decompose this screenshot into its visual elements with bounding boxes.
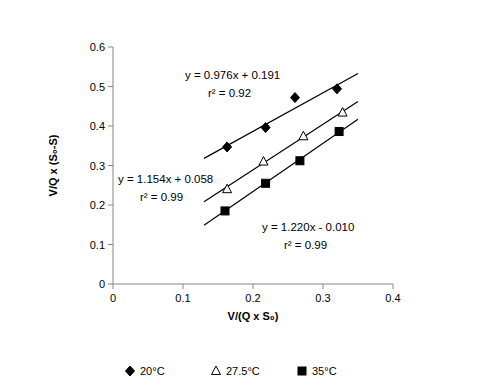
y-tick-label: 0.2 <box>90 199 105 211</box>
point <box>261 123 270 133</box>
point <box>223 142 232 152</box>
point <box>296 157 304 165</box>
point <box>223 184 232 193</box>
y-tick <box>108 244 113 245</box>
y-tick-label: 0.1 <box>90 239 105 251</box>
y-tick <box>108 86 113 87</box>
y-tick <box>108 126 113 127</box>
annotation: y = 1.220x - 0.010 <box>262 221 354 233</box>
trend-line <box>204 119 358 225</box>
x-tick <box>113 284 114 289</box>
point <box>299 131 308 140</box>
annotation: r² = 0.92 <box>208 87 251 99</box>
point <box>338 108 347 117</box>
legend-label: 20°C <box>140 365 165 377</box>
legend-marker <box>212 366 221 375</box>
annotation: r² = 0.99 <box>140 191 183 203</box>
point <box>221 207 229 215</box>
x-tick-label: 0.2 <box>245 292 260 304</box>
x-axis-title: V/(Q x S₀) <box>228 310 279 322</box>
point <box>259 157 268 166</box>
x-tick-label: 0 <box>110 292 116 304</box>
x-tick <box>183 284 184 289</box>
x-tick-label: 0.3 <box>315 292 330 304</box>
y-tick <box>108 205 113 206</box>
point <box>262 179 270 187</box>
annotation: y = 0.976x + 0.191 <box>185 69 280 81</box>
plot-area <box>204 73 358 225</box>
x-tick <box>253 284 254 289</box>
y-tick-label: 0.5 <box>90 81 105 93</box>
y-tick <box>108 47 113 48</box>
x-tick <box>393 284 394 289</box>
y-tick <box>108 165 113 166</box>
y-tick-label: 0.6 <box>90 41 105 53</box>
legend-marker <box>126 366 135 376</box>
point <box>333 84 342 94</box>
annotation: y = 1.154x + 0.058 <box>118 173 213 185</box>
legend: 20°C 27.5°C 35°C <box>126 365 337 377</box>
annotation: r² = 0.99 <box>284 239 327 251</box>
legend-marker <box>298 367 306 375</box>
point <box>335 128 343 136</box>
chart: 0 0.1 0.2 0.3 0.4 0.5 0.6 0 0.1 0.2 0.3 0.4 V/(Q x S… <box>0 0 488 392</box>
trend-line <box>204 102 358 202</box>
x-tick-label: 0.1 <box>175 292 190 304</box>
legend-label: 27.5°C <box>226 365 260 377</box>
x-tick <box>323 284 324 289</box>
x-tick-label: 0.4 <box>385 292 400 304</box>
legend-label: 35°C <box>312 365 337 377</box>
y-tick-label: 0 <box>99 278 105 290</box>
y-tick-label: 0.3 <box>90 160 105 172</box>
y-axis-title: V/Q x (S₀-S) <box>47 134 59 196</box>
y-tick <box>108 284 113 285</box>
point <box>291 93 300 103</box>
y-tick-label: 0.4 <box>90 120 105 132</box>
